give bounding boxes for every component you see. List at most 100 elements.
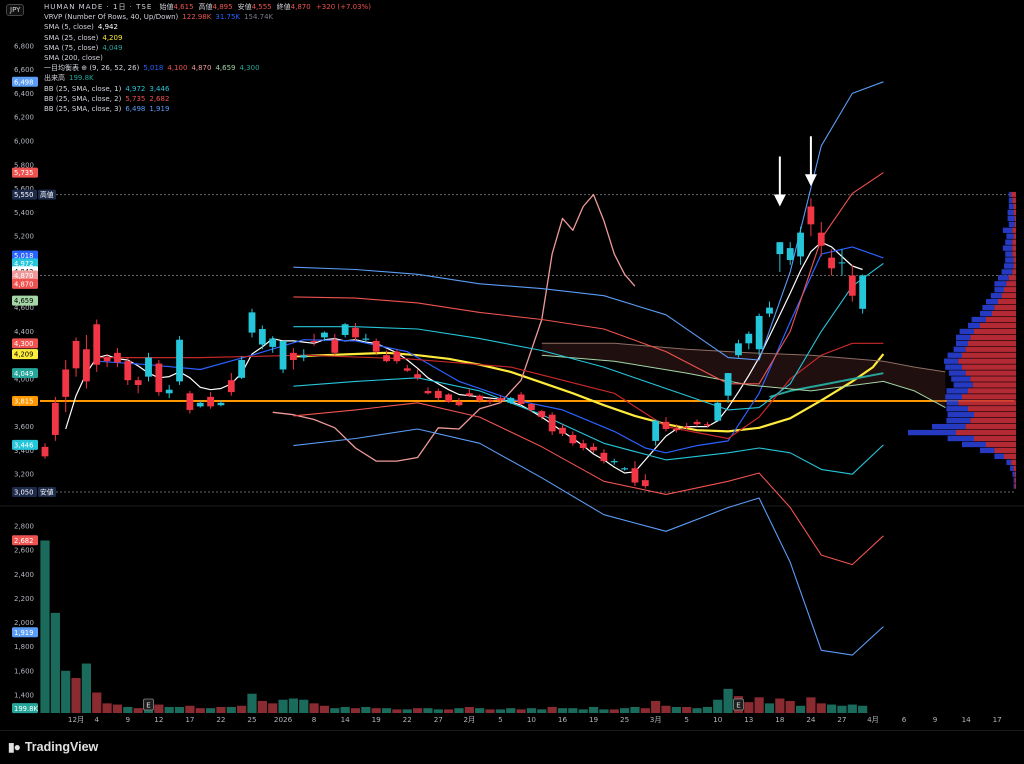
price-badge-tag-text: 高値: [40, 190, 54, 199]
overlay-line-sma-75: [769, 372, 884, 398]
volume-bar: [413, 708, 423, 713]
indicator-row[interactable]: BB (25, SMA, close, 2) 5,735 2,682: [44, 94, 371, 104]
vrvp-bar-down: [908, 429, 956, 436]
candle-body: [548, 414, 556, 432]
volume-bar: [723, 688, 733, 713]
volume-bar: [568, 708, 578, 713]
vrvp-bar-up: [962, 394, 1016, 400]
indicator-row[interactable]: BB (25, SMA, close, 1) 4,972 3,446: [44, 84, 371, 94]
candle-body: [424, 390, 432, 394]
candle-body: [196, 402, 204, 407]
time-axis-label: 17: [993, 715, 1002, 724]
volume-bar: [599, 709, 609, 713]
volume-bar: [671, 706, 681, 713]
candle-body: [848, 275, 856, 296]
vrvp-bar-up: [970, 417, 1016, 424]
volume-bar: [475, 708, 485, 713]
vrvp-bar-down: [994, 287, 1004, 293]
indicator-row[interactable]: SMA (200, close): [44, 53, 371, 63]
price-badge-tag: [38, 189, 56, 200]
vrvp-bar-down: [947, 352, 962, 358]
overlay-line-senkou-b: [541, 342, 946, 373]
indicator-row[interactable]: SMA (5, close) 4,942: [44, 22, 371, 32]
legend-title-row: HUMAN MADE · 1日 · TSE 始値4,615 高値4,895 安値4,…: [44, 2, 371, 12]
vrvp-bar-up: [958, 358, 1016, 364]
time-axis-label: 22: [403, 715, 412, 724]
candle-body: [724, 373, 732, 396]
indicator-value: 199.8K: [69, 74, 94, 83]
vrvp-bar-down: [959, 328, 974, 335]
overlay-line-bb3-upper: [293, 81, 884, 361]
indicator-row[interactable]: VRVP (Number Of Rows, 40, Up/Down) 122.98…: [44, 12, 371, 22]
candle-body: [176, 339, 183, 382]
volume-axis-tick: 2,000: [14, 619, 34, 627]
vrvp-bar-down: [956, 340, 968, 346]
ohlc-label: 終値: [276, 3, 291, 11]
candle-body: [51, 402, 59, 435]
vrvp-bar-up: [956, 429, 1016, 436]
indicator-row[interactable]: BB (25, SMA, close, 3) 6,498 1,919: [44, 104, 371, 114]
volume-bar: [806, 697, 816, 713]
volume-bar: [423, 708, 433, 713]
vrvp-bar-up: [1012, 197, 1016, 204]
volume-bar: [216, 706, 226, 713]
volume-axis-tick: 2,600: [14, 547, 34, 555]
candle-body: [434, 390, 442, 399]
indicator-name: SMA (5, close): [44, 23, 94, 32]
candle-body: [828, 257, 835, 269]
vrvp-bar-up: [1013, 203, 1016, 210]
volume-bar: [133, 708, 143, 713]
volume-bar: [454, 708, 464, 713]
time-axis-label: 27: [434, 715, 443, 724]
candle-body: [755, 315, 763, 350]
vrvp-bar-up: [994, 447, 1016, 454]
volume-bar: [785, 700, 795, 713]
price-axis-tick: 6,800: [14, 42, 34, 50]
price-badge-text: 4,870: [14, 272, 33, 280]
indicator-value: 4,870: [191, 64, 212, 73]
candle-body: [838, 262, 846, 264]
time-axis-label: 2026: [274, 715, 293, 724]
price-axis-tick: 5,400: [14, 209, 34, 217]
candle-body: [817, 232, 825, 246]
volume-bar: [557, 708, 568, 713]
currency-badge[interactable]: JPY: [6, 4, 25, 16]
vrvp-bar-up: [1014, 483, 1016, 489]
vrvp-bar-down: [962, 441, 986, 448]
candle-body: [310, 340, 318, 343]
candle-body: [227, 380, 235, 393]
candle-body: [745, 333, 753, 344]
candle-body: [652, 420, 660, 441]
overlay-line-sma-5: [65, 241, 863, 474]
indicator-value: 1,919: [149, 105, 170, 114]
candle-body: [538, 411, 546, 418]
volume-bar: [92, 692, 102, 713]
indicator-row[interactable]: 出来高 199.8K: [44, 73, 371, 83]
volume-badge: [12, 535, 38, 546]
candle-body: [579, 443, 587, 449]
indicator-name: 一目均衡表 ⊕ (9, 26, 52, 26): [44, 64, 140, 73]
price-badge-text: 4,209: [14, 351, 33, 359]
vrvp-bar-up: [962, 352, 1016, 358]
indicator-value: 4,942: [97, 23, 118, 32]
candle-body: [465, 393, 473, 396]
time-axis-label: 10: [713, 715, 723, 724]
volume-axis-tick: 1,800: [14, 643, 34, 651]
volume-bar: [547, 706, 557, 713]
volume-bar: [361, 706, 371, 713]
vrvp-bar-down: [1001, 269, 1013, 275]
vrvp-bar-down: [956, 334, 971, 341]
volume-bar: [516, 709, 526, 713]
candle-body: [124, 361, 132, 381]
volume-badge-text: 199.8K: [14, 705, 38, 713]
tradingview-logo[interactable]: ▮● TradingView: [8, 740, 98, 754]
volume-bar: [578, 709, 588, 713]
volume-bar: [795, 705, 806, 713]
indicator-row[interactable]: SMA (75, close) 4,049: [44, 43, 371, 53]
indicator-row[interactable]: 一目均衡表 ⊕ (9, 26, 52, 26) 5,018 4,100 4,870 4,…: [44, 63, 371, 73]
indicator-row[interactable]: SMA (25, close) 4,209: [44, 33, 371, 43]
vrvp-bar-up: [1014, 477, 1016, 483]
price-badge-text: 5,735: [14, 169, 33, 177]
time-axis-label: 25: [247, 715, 256, 724]
price-chart[interactable]: EE3,2003,4003,6003,8004,0004,2004,4004,6…: [0, 0, 1024, 730]
